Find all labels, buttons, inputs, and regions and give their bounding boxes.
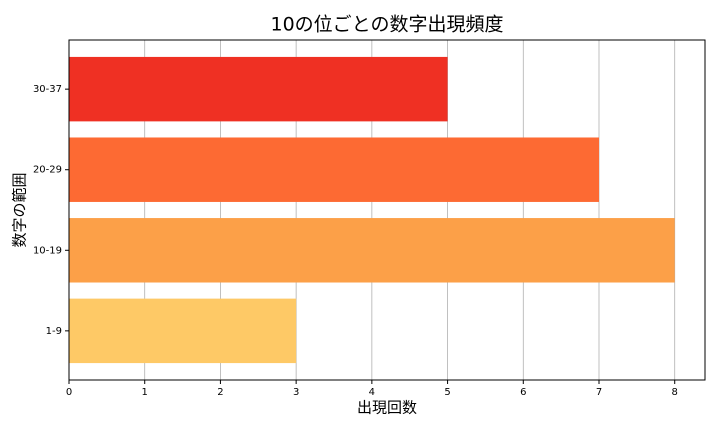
y-tick-label: 1-9 [46, 326, 62, 337]
x-tick-label: 5 [444, 387, 450, 398]
plot-area [68, 40, 676, 380]
x-axis-label: 出現回数 [357, 399, 417, 417]
x-tick-label: 4 [369, 387, 375, 398]
x-tick-label: 6 [520, 387, 526, 398]
x-tick-label: 3 [293, 387, 299, 398]
bar [69, 218, 675, 283]
chart-title: 10の位ごとの数字出現頻度 [271, 14, 504, 36]
x-tick-label: 1 [142, 387, 148, 398]
bar [69, 298, 297, 364]
x-tick-label: 7 [596, 387, 602, 398]
x-tick-label: 8 [672, 387, 678, 398]
y-tick-label: 10-19 [33, 245, 62, 256]
y-axis-label: 数字の範囲 [11, 172, 29, 247]
x-tick-label: 2 [217, 387, 223, 398]
y-tick-label: 20-29 [33, 165, 62, 176]
bar [69, 56, 448, 122]
y-tick-label: 30-37 [33, 84, 62, 95]
bar [69, 137, 599, 202]
x-tick-label: 0 [66, 387, 72, 398]
plot-frame [68, 39, 706, 381]
